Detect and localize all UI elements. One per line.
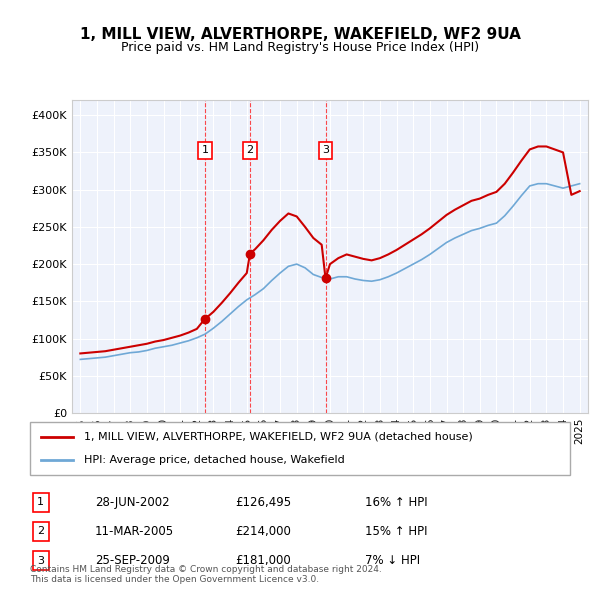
Text: 3: 3	[322, 145, 329, 155]
Text: 1, MILL VIEW, ALVERTHORPE, WAKEFIELD, WF2 9UA (detached house): 1, MILL VIEW, ALVERTHORPE, WAKEFIELD, WF…	[84, 432, 473, 442]
Text: 16% ↑ HPI: 16% ↑ HPI	[365, 496, 427, 509]
Text: 28-JUN-2002: 28-JUN-2002	[95, 496, 169, 509]
Text: £126,495: £126,495	[235, 496, 292, 509]
Text: 15% ↑ HPI: 15% ↑ HPI	[365, 525, 427, 538]
Text: 11-MAR-2005: 11-MAR-2005	[95, 525, 174, 538]
Text: 1, MILL VIEW, ALVERTHORPE, WAKEFIELD, WF2 9UA: 1, MILL VIEW, ALVERTHORPE, WAKEFIELD, WF…	[80, 27, 520, 41]
Text: 1: 1	[37, 497, 44, 507]
Text: Contains HM Land Registry data © Crown copyright and database right 2024.
This d: Contains HM Land Registry data © Crown c…	[30, 565, 382, 584]
Text: 1: 1	[202, 145, 208, 155]
Text: 7% ↓ HPI: 7% ↓ HPI	[365, 554, 420, 567]
Text: 3: 3	[37, 556, 44, 566]
Text: HPI: Average price, detached house, Wakefield: HPI: Average price, detached house, Wake…	[84, 455, 345, 465]
Text: £214,000: £214,000	[235, 525, 291, 538]
FancyBboxPatch shape	[30, 422, 570, 475]
Text: 25-SEP-2009: 25-SEP-2009	[95, 554, 170, 567]
Text: 2: 2	[37, 526, 44, 536]
Text: £181,000: £181,000	[235, 554, 291, 567]
Text: 2: 2	[247, 145, 253, 155]
Text: Price paid vs. HM Land Registry's House Price Index (HPI): Price paid vs. HM Land Registry's House …	[121, 41, 479, 54]
